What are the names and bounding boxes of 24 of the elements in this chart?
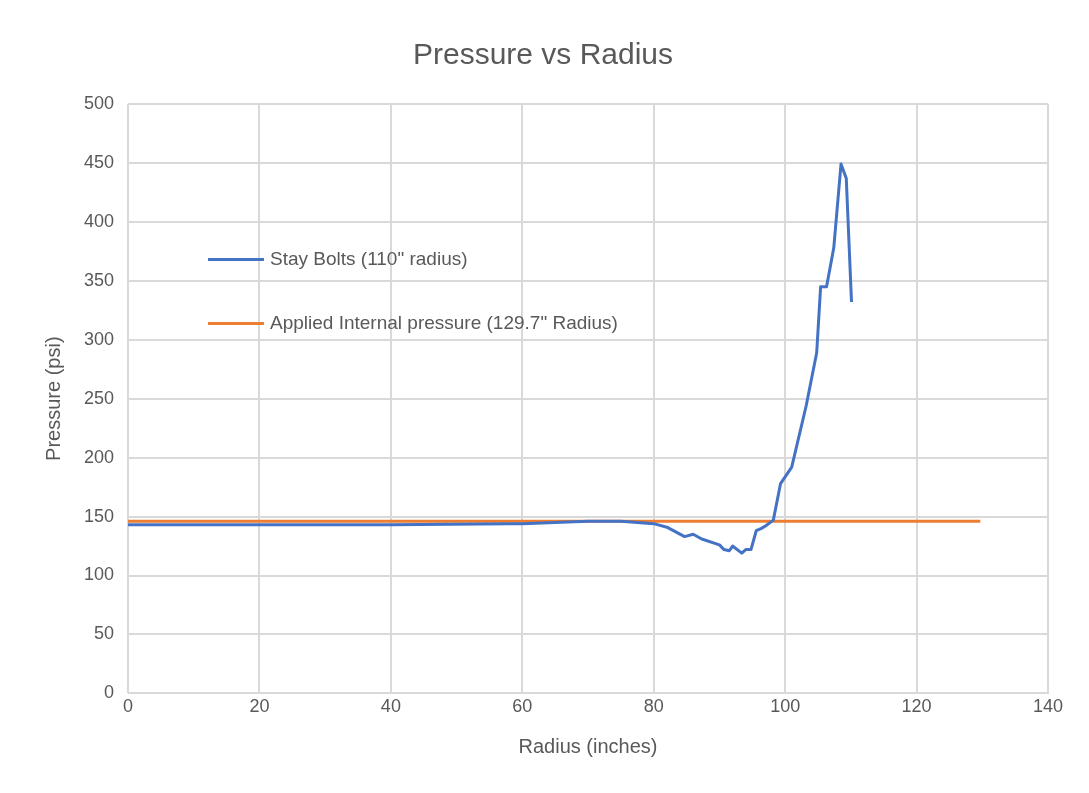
x-tick-label: 120: [901, 696, 932, 717]
y-tick-label: 500: [83, 92, 115, 113]
y-tick-label: 200: [83, 446, 115, 467]
legend-label: Applied Internal pressure (129.7" Radius): [270, 312, 618, 334]
y-tick-label: 400: [83, 210, 115, 231]
x-tick-label: 80: [643, 696, 664, 717]
x-tick-label: 0: [123, 696, 134, 717]
x-axis-title: Radius (inches): [518, 734, 658, 757]
chart-title: Pressure vs Radius: [412, 37, 674, 71]
x-tick-label: 100: [770, 696, 801, 717]
y-axis-title: Pressure (psi): [41, 336, 64, 461]
y-tick-label: 450: [83, 151, 115, 172]
y-tick-label: 50: [94, 623, 115, 644]
x-tick-label: 20: [249, 696, 270, 717]
x-tick-label: 40: [380, 696, 401, 717]
y-tick-label: 250: [83, 387, 115, 408]
y-tick-label: 0: [104, 682, 115, 703]
x-tick-label: 140: [1032, 696, 1064, 717]
x-tick-label: 60: [512, 696, 533, 717]
y-tick-label: 300: [83, 328, 115, 349]
y-tick-label: 100: [83, 564, 115, 585]
y-tick-label: 350: [83, 269, 115, 290]
legend-label: Stay Bolts (110" radius): [270, 248, 468, 270]
y-tick-label: 150: [83, 505, 115, 526]
